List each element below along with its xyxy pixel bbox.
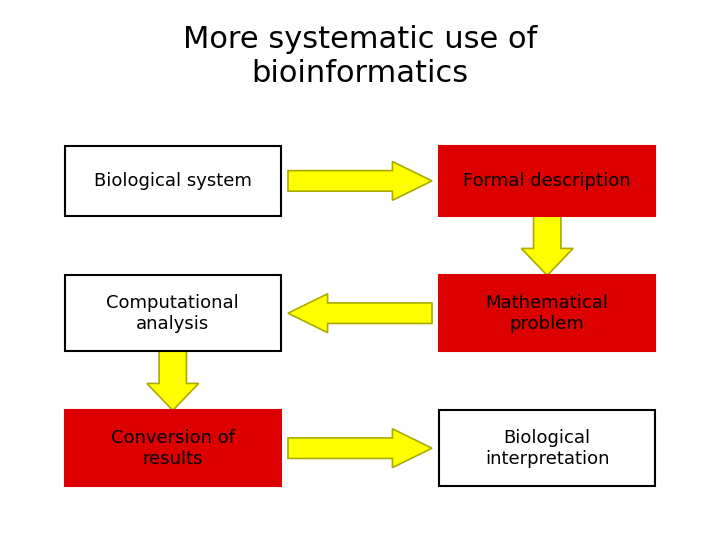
Polygon shape: [288, 294, 432, 333]
Text: Biological system: Biological system: [94, 172, 252, 190]
Text: Biological
interpretation: Biological interpretation: [485, 429, 609, 468]
FancyBboxPatch shape: [65, 410, 281, 486]
Text: Computational
analysis: Computational analysis: [107, 294, 239, 333]
Text: Mathematical
problem: Mathematical problem: [486, 294, 608, 333]
Polygon shape: [521, 216, 573, 275]
Polygon shape: [288, 429, 432, 468]
Polygon shape: [288, 161, 432, 200]
Polygon shape: [147, 351, 199, 410]
Text: More systematic use of
bioinformatics: More systematic use of bioinformatics: [183, 25, 537, 88]
FancyBboxPatch shape: [65, 146, 281, 216]
FancyBboxPatch shape: [439, 146, 655, 216]
FancyBboxPatch shape: [439, 275, 655, 351]
FancyBboxPatch shape: [439, 410, 655, 486]
FancyBboxPatch shape: [65, 275, 281, 351]
Text: Conversion of
results: Conversion of results: [111, 429, 235, 468]
Text: Formal description: Formal description: [464, 172, 631, 190]
